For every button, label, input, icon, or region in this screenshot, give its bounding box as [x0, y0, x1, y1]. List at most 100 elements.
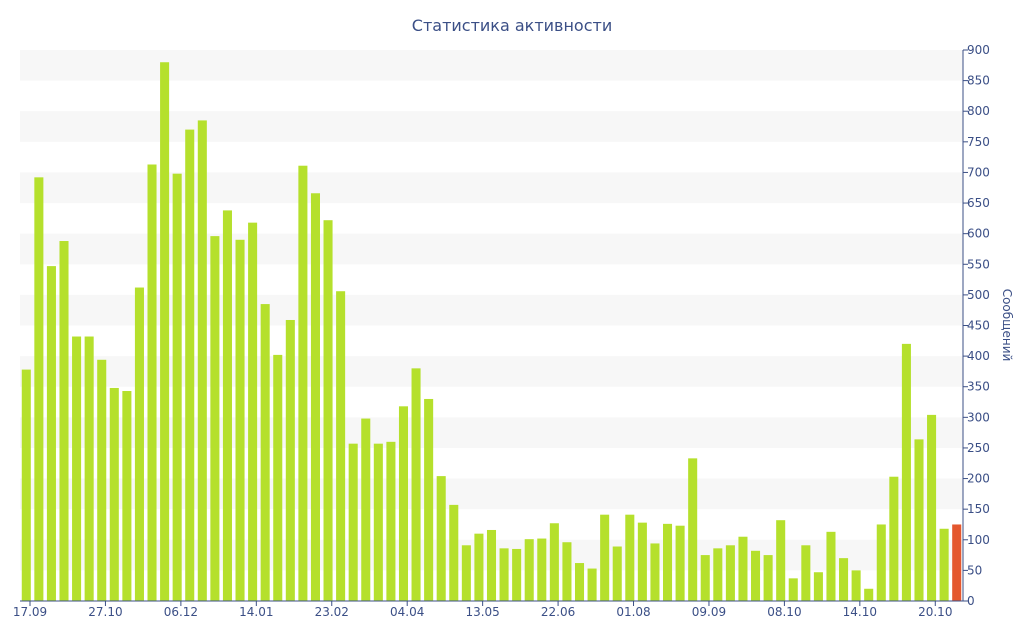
- bar: [97, 359, 107, 601]
- bar: [876, 524, 886, 601]
- y-tick-label: 850: [967, 74, 990, 88]
- bar: [285, 319, 295, 601]
- bar: [600, 514, 610, 601]
- bar: [663, 523, 673, 601]
- bar: [914, 439, 924, 601]
- bar: [901, 343, 911, 601]
- y-tick-label: 450: [967, 319, 990, 333]
- bar: [84, 336, 94, 601]
- grid-band: [20, 111, 963, 142]
- bar: [398, 406, 409, 601]
- bar: [927, 414, 937, 601]
- bar: [449, 504, 459, 601]
- bar-series: [21, 62, 962, 602]
- bar: [197, 120, 207, 601]
- bar: [323, 220, 333, 601]
- bar: [524, 539, 534, 601]
- bar: [864, 588, 874, 601]
- y-tick-label: 550: [967, 257, 990, 271]
- y-tick-label: 750: [967, 135, 990, 149]
- bar: [310, 193, 320, 601]
- y-tick-label: 600: [967, 227, 990, 241]
- bar: [499, 548, 509, 601]
- bar: [298, 165, 308, 601]
- bar: [612, 546, 622, 601]
- bar: [461, 545, 471, 601]
- bar: [486, 529, 497, 601]
- grid-band: [20, 50, 963, 81]
- bar: [273, 354, 283, 601]
- bar: [109, 387, 119, 601]
- bar: [587, 568, 597, 601]
- bar: [72, 336, 82, 601]
- bar: [386, 441, 396, 601]
- bar: [851, 570, 861, 601]
- bar: [59, 241, 69, 601]
- bar: [222, 210, 232, 601]
- bar: [373, 443, 383, 601]
- y-tick-label: 100: [967, 533, 990, 547]
- bar: [34, 177, 44, 601]
- bar: [537, 538, 547, 601]
- bar: [826, 531, 836, 601]
- y-tick-label: 900: [967, 43, 990, 57]
- x-tick-label: 20.10: [918, 605, 952, 619]
- y-tick-label: 500: [967, 288, 990, 302]
- x-tick-label: 27.10: [88, 605, 122, 619]
- bar: [122, 391, 132, 601]
- bar: [147, 164, 157, 602]
- bar: [361, 418, 371, 601]
- y-tick-label: 800: [967, 104, 990, 118]
- x-tick-label: 09.09: [692, 605, 726, 619]
- bar: [172, 173, 182, 602]
- bar: [160, 62, 170, 602]
- bar: [713, 548, 723, 601]
- bar: [348, 443, 358, 601]
- y-tick-label: 200: [967, 472, 990, 486]
- bar: [637, 522, 647, 601]
- bar: [46, 266, 56, 601]
- bar: [889, 476, 899, 601]
- x-tick-label: 17.09: [13, 605, 47, 619]
- y-tick-label: 700: [967, 165, 990, 179]
- bar: [700, 555, 710, 601]
- bar: [562, 542, 572, 601]
- y-tick-label: 400: [967, 349, 990, 363]
- y-tick-label: 0: [967, 594, 975, 608]
- x-tick-label: 08.10: [767, 605, 801, 619]
- x-tick-label: 13.05: [465, 605, 499, 619]
- bar: [134, 287, 144, 601]
- y-tick-label: 50: [967, 563, 982, 577]
- bar: [210, 236, 220, 601]
- y-tick-label: 350: [967, 380, 990, 394]
- x-tick-label: 22.06: [541, 605, 575, 619]
- bar: [436, 476, 446, 601]
- y-axis: 0 50 100 150 200 250 300 350 400 450 500 550 600 650 7…: [962, 43, 990, 608]
- bar: [763, 555, 773, 601]
- bar: [411, 368, 421, 601]
- x-tick-label: 06.12: [164, 605, 198, 619]
- bar: [813, 572, 823, 601]
- x-tick-label: 14.01: [239, 605, 273, 619]
- bar: [549, 523, 559, 601]
- bar: [776, 520, 786, 601]
- x-tick-label: 14.10: [843, 605, 877, 619]
- bar: [474, 533, 484, 601]
- bar: [248, 222, 258, 601]
- bar: [801, 545, 811, 601]
- x-tick-label: 23.02: [315, 605, 349, 619]
- x-tick-label: 01.08: [616, 605, 650, 619]
- bar-highlight: [952, 524, 962, 601]
- bar: [625, 514, 635, 601]
- bar: [751, 550, 761, 601]
- bar: [688, 458, 698, 601]
- y-tick-label: 250: [967, 441, 990, 455]
- y-tick-label: 300: [967, 410, 990, 424]
- bar: [336, 291, 346, 601]
- bar: [725, 545, 735, 601]
- bar: [650, 543, 660, 601]
- bar: [512, 548, 522, 601]
- x-axis: 17.09 27.10 06.12 14.01 23.02 04.04 13.05 22.06…: [13, 600, 963, 619]
- y-axis-title: Сообщений: [1000, 289, 1014, 362]
